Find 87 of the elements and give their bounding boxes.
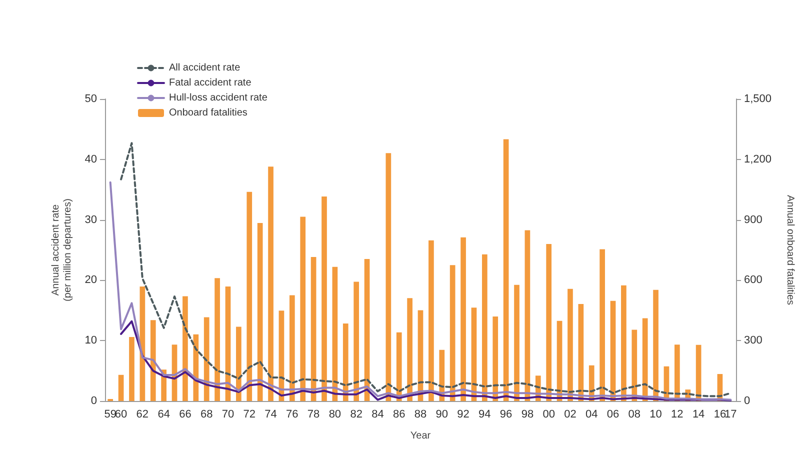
line-series [109,181,732,401]
x-tick-label: 90 [436,408,448,420]
bar [524,230,530,401]
x-tick-label: 86 [392,408,406,420]
y2-tick-label: 1,200 [744,153,772,166]
y2-tick-label: 300 [744,334,762,347]
bar [503,139,509,401]
y-tick-label: 20 [84,274,97,286]
y-tick-label: 40 [84,153,97,166]
bar [118,374,124,401]
bar [428,240,434,401]
y2-tick-label: 600 [744,274,762,286]
y2-tick-label: 900 [744,214,762,226]
bar [268,166,274,401]
bar [396,332,402,401]
x-tick-label: 10 [650,408,662,420]
x-tick-label: 70 [222,408,234,420]
x-tick-label: 64 [158,408,170,420]
x-axis-title: Year [410,430,432,442]
x-tick-label: 08 [628,408,641,420]
x-tick-label: 68 [200,408,213,420]
bar [642,318,648,401]
bar [310,257,316,401]
y-tick-label: 0 [90,395,97,407]
legend-label: Hull-loss accident rate [169,92,268,104]
y-tick-label: 50 [84,93,97,105]
x-tick-label: 96 [500,408,512,420]
x-tick-label: 62 [136,408,149,420]
bar [450,265,456,401]
x-tick-label: 80 [328,408,342,420]
line-series [120,142,732,398]
bar [460,237,466,401]
x-tick-label: 06 [606,408,620,420]
bar [354,282,360,401]
y-tick-label: 30 [84,214,97,226]
y2-tick-label: 1,500 [744,93,772,105]
bar [289,295,295,401]
bar [214,278,220,401]
bar [482,254,488,401]
x-tick-label: 02 [564,408,576,420]
bar [342,323,348,401]
line-series [120,320,732,402]
bar [621,285,626,401]
bar [257,223,263,401]
x-tick-label: 14 [692,408,705,420]
bar [204,317,210,401]
bar [546,244,552,401]
legend-label: All accident rate [169,62,241,74]
bar [492,316,498,401]
x-tick-label: 76 [286,408,298,420]
x-tick-label: 12 [671,408,684,420]
x-tick-label: 16 [714,408,726,420]
bar [236,326,242,401]
x-tick-label: 78 [307,408,320,420]
legend-label: Fatal accident rate [169,78,252,88]
bar [182,296,188,401]
y-tick-label: 10 [84,334,97,347]
y-axis-title: Annual accident rate (per million departures) [50,198,74,302]
x-tick-label: 60 [114,408,128,420]
bar [514,284,520,401]
bar [300,216,306,401]
x-tick-label: 92 [457,408,470,420]
x-tick-label: 59 [104,408,116,420]
x-tick-label: 98 [521,408,534,420]
x-tick-label: 00 [542,408,555,420]
x-tick-label: 74 [264,408,277,420]
x-tick-label: 88 [414,408,427,420]
x-tick-label: 17 [724,408,737,420]
x-tick-label: 04 [585,408,598,420]
x-tick-label: 84 [372,408,384,420]
bar [246,192,252,401]
x-tick-label: 94 [478,408,491,420]
x-tick-label: 66 [179,408,192,420]
bar [322,196,327,401]
bar [653,290,658,401]
y2-axis-title: Annual onboard fatalities [784,194,796,306]
bar [407,298,412,401]
bar [386,153,392,401]
y2-tick-label: 0 [744,395,750,407]
bar [150,320,156,401]
bar [600,249,605,401]
bar [632,330,638,401]
x-tick-label: 72 [243,408,256,420]
bar [568,288,573,401]
legend-label: Onboard fatalities [169,108,248,118]
x-tick-label: 82 [350,408,362,420]
bar [129,336,134,401]
